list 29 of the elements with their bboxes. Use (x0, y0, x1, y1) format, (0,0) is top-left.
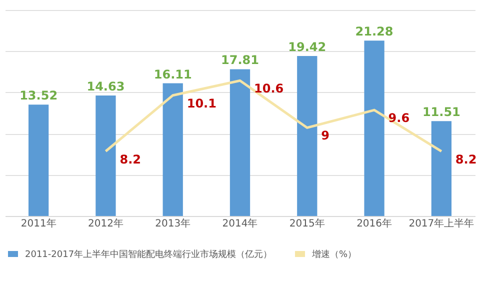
data-label: 13.52 (20, 88, 58, 103)
data-label: 9.6 (388, 111, 410, 126)
legend-label: 2011-2017年上半年中国智能配电终端行业市场规模（亿元） (25, 249, 272, 260)
bar (364, 40, 384, 216)
data-label: 9 (321, 128, 330, 143)
x-tick-label: 2017年上半年 (408, 218, 474, 230)
x-tick-label: 2013年 (155, 218, 191, 230)
data-label: 14.63 (86, 79, 125, 94)
x-tick-label: 2014年 (222, 218, 258, 230)
bar (230, 69, 250, 216)
data-label: 10.6 (254, 82, 284, 96)
data-label: 8.2 (455, 152, 477, 166)
x-tick-label: 2012年 (88, 218, 124, 230)
data-label: 17.81 (221, 53, 259, 68)
bar (96, 95, 116, 216)
bar (28, 104, 49, 216)
data-label: 11.51 (422, 105, 460, 120)
x-tick-label: 2016年 (356, 218, 392, 230)
x-tick-label: 2011年 (20, 218, 56, 230)
x-tick-label: 2015年 (289, 218, 325, 230)
data-label: 8.2 (120, 152, 141, 166)
bar (431, 121, 452, 216)
bar (297, 56, 318, 216)
data-label: 10.1 (186, 96, 216, 110)
data-label: 21.28 (355, 24, 394, 39)
legend-label: 增速（%） (311, 249, 357, 260)
data-label: 16.11 (154, 67, 192, 82)
bar (162, 83, 183, 216)
data-label: 19.42 (288, 40, 326, 54)
